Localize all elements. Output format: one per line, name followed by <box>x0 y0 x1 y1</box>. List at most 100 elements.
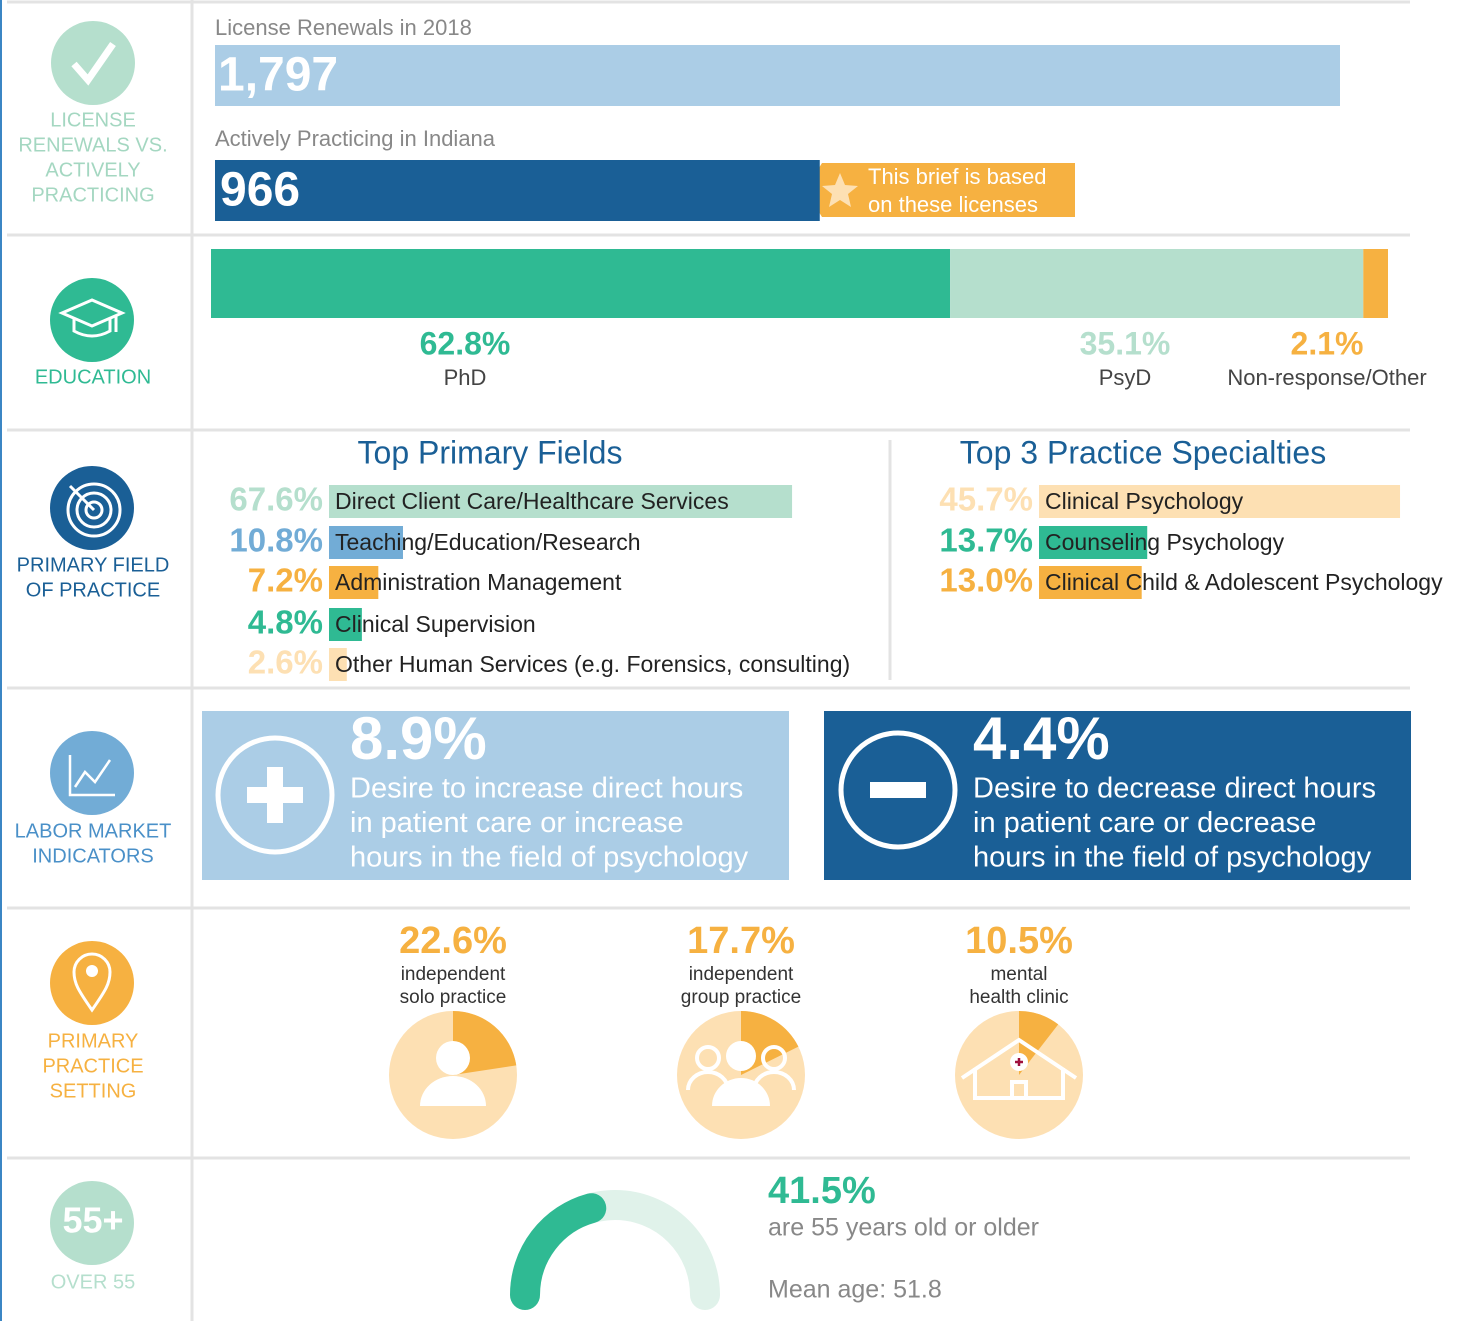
star <box>822 173 858 207</box>
bar-segment <box>950 249 1364 318</box>
value-label: 45.7% <box>939 481 1033 518</box>
value-label: 7.2% <box>248 562 323 599</box>
chart-icon <box>50 731 134 815</box>
plus-circle <box>215 735 335 855</box>
chart-glyph <box>68 755 115 797</box>
value-label: 4.4% <box>973 705 1110 772</box>
bar <box>1039 566 1142 599</box>
value-label: 13.7% <box>939 522 1033 559</box>
check-icon <box>51 21 135 105</box>
pies <box>389 1011 1083 1139</box>
item-name: Clinical Supervision <box>335 611 536 637</box>
bar <box>215 160 820 221</box>
value-label: 62.8% <box>420 325 511 361</box>
description: in patient care or increase <box>350 807 684 839</box>
education-icon <box>50 278 134 362</box>
side-label: PRIMARY <box>48 1030 139 1052</box>
bar <box>329 526 403 559</box>
value-label: 2.6% <box>248 644 323 681</box>
value-label: 67.6% <box>229 481 323 518</box>
description: Desire to decrease direct hours <box>973 773 1376 805</box>
icon-text: 55+ <box>62 1200 123 1241</box>
value-label: 10.5% <box>965 920 1073 962</box>
pin-dot <box>86 965 98 977</box>
label: License Renewals in 2018 <box>215 15 472 40</box>
description: group practice <box>681 987 801 1008</box>
callout-text: on these licenses <box>868 192 1038 217</box>
description: hours in the field of psychology <box>973 842 1372 874</box>
layout <box>0 0 1410 1321</box>
bar <box>329 648 347 681</box>
value-label: 17.7% <box>687 920 795 962</box>
age-icon <box>50 1181 134 1265</box>
minus <box>870 782 926 798</box>
cap-icon <box>58 298 126 338</box>
pin <box>72 952 112 1013</box>
item-name: Administration Management <box>335 569 622 595</box>
callout-text: This brief is based <box>868 164 1047 189</box>
value-label: 2.1% <box>1291 325 1364 361</box>
side-label: SETTING <box>50 1080 137 1102</box>
description: solo practice <box>400 987 507 1008</box>
item-name: Clinical Child & Adolescent Psychology <box>1045 569 1443 595</box>
description: mental <box>990 964 1047 985</box>
pie-slice <box>1019 1011 1059 1075</box>
side-label: INDICATORS <box>32 845 154 867</box>
item-name: Other Human Services (e.g. Forensics, co… <box>335 651 850 677</box>
bar-segment <box>1363 249 1388 318</box>
description: health clinic <box>969 987 1068 1008</box>
check-mark <box>71 42 116 86</box>
side-label: PRACTICE <box>42 1055 143 1077</box>
bar-segment <box>211 249 951 318</box>
segment-name: Non-response/Other <box>1227 365 1426 390</box>
side-label: OF PRACTICE <box>26 579 160 601</box>
description: are 55 years old or older <box>768 1214 1039 1242</box>
value-label: 13.0% <box>939 562 1033 599</box>
plus <box>267 767 283 823</box>
side-label: PRACTICING <box>31 184 154 206</box>
description: independent <box>401 964 506 985</box>
section-title: Top Primary Fields <box>358 434 623 470</box>
description: Desire to increase direct hours <box>350 773 743 805</box>
item-name: Teaching/Education/Research <box>335 529 641 555</box>
description: independent <box>689 964 794 985</box>
bar <box>215 45 1340 106</box>
value-label: 966 <box>220 164 300 217</box>
side-label: LICENSE <box>50 109 136 131</box>
setting-icons <box>420 1037 1078 1106</box>
section-title: Top 3 Practice Specialties <box>960 434 1326 470</box>
bar <box>329 566 379 599</box>
segment-name: PsyD <box>1099 365 1152 390</box>
value-label: 4.8% <box>248 604 323 641</box>
side-label: ACTIVELY <box>45 159 140 181</box>
value-label: 10.8% <box>229 522 323 559</box>
value-label: 8.9% <box>350 705 487 772</box>
bar <box>329 608 362 641</box>
pin-icon <box>50 941 134 1025</box>
bar <box>329 485 793 518</box>
side-label: PRIMARY FIELD <box>17 554 170 576</box>
label: Actively Practicing in Indiana <box>215 126 496 151</box>
value-label: 22.6% <box>399 920 507 962</box>
value-label: 35.1% <box>1080 325 1171 361</box>
target <box>66 482 122 538</box>
gauge-value <box>510 1193 607 1310</box>
bar <box>1039 485 1401 518</box>
segment-name: PhD <box>444 365 487 390</box>
description: in patient care or decrease <box>973 807 1316 839</box>
value-label: 1,797 <box>218 49 338 102</box>
description: hours in the field of psychology <box>350 842 749 874</box>
bar <box>1039 526 1148 559</box>
description: Mean age: 51.8 <box>768 1276 942 1304</box>
side-label: RENEWALS VS. <box>18 134 167 156</box>
minus-circle <box>838 730 958 850</box>
side-label: LABOR MARKET <box>15 820 172 842</box>
value-label: 41.5% <box>768 1170 876 1212</box>
item-name: Clinical Psychology <box>1045 488 1244 514</box>
side-label: OVER 55 <box>51 1271 135 1293</box>
item-name: Direct Client Care/Healthcare Services <box>335 488 729 514</box>
side-label: EDUCATION <box>35 366 151 388</box>
callout-box <box>805 163 1075 217</box>
